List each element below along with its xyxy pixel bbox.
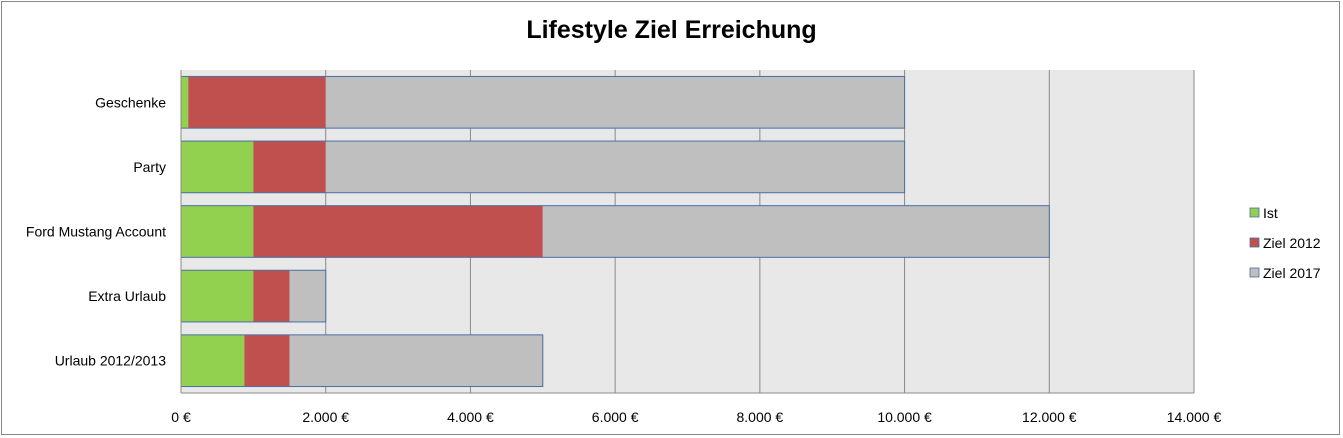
bar-segment	[253, 141, 326, 193]
legend-swatch	[1249, 207, 1260, 218]
x-tick-label: 4.000 €	[447, 409, 494, 425]
category-label: Extra Urlaub	[88, 288, 166, 304]
bar-segment	[181, 205, 254, 258]
x-tick-label: 14.000 €	[1167, 409, 1222, 425]
legend-swatch	[1249, 267, 1260, 278]
x-tick-label: 6.000 €	[592, 409, 639, 425]
x-tick-label: 12.000 €	[1022, 409, 1077, 425]
legend-swatch	[1249, 237, 1260, 248]
bar-segment	[253, 205, 543, 258]
chart-title: Lifestyle Ziel Erreichung	[526, 16, 817, 44]
legend-label: Ziel 2017	[1263, 265, 1321, 281]
category-label: Ford Mustang Account	[26, 224, 166, 240]
x-tick-label: 10.000 €	[877, 409, 932, 425]
bar-segment	[181, 76, 189, 129]
bar-segment	[289, 334, 543, 387]
category-label: Urlaub 2012/2013	[55, 353, 167, 369]
bar-segment	[181, 334, 245, 387]
bar-segment	[325, 141, 905, 193]
bar-segment	[181, 270, 254, 322]
bar-segment	[253, 270, 290, 322]
category-label: Party	[133, 159, 166, 175]
legend-label: Ist	[1263, 205, 1278, 221]
bar-segment	[181, 141, 254, 193]
x-tick-label: 0 €	[171, 409, 191, 425]
category-label: Geschenke	[95, 94, 166, 110]
bar-segment	[244, 334, 290, 387]
bar-segment	[325, 76, 905, 129]
x-tick-label: 8.000 €	[736, 409, 783, 425]
legend-label: Ziel 2012	[1263, 235, 1321, 251]
bar-segment	[542, 205, 1050, 258]
bar-segment	[188, 76, 326, 129]
x-tick-label: 2.000 €	[302, 409, 349, 425]
bar-segment	[289, 270, 326, 322]
